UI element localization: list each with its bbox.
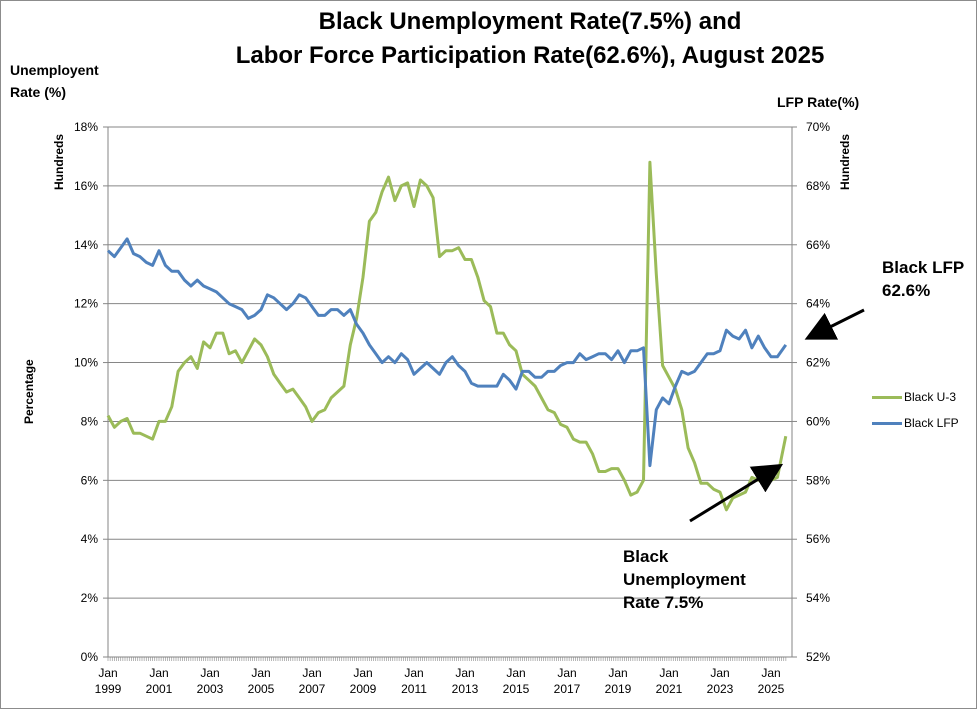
- arrow-unemployment: [689, 463, 784, 523]
- x-tick-month: Jan: [761, 666, 780, 680]
- left-tick-label: 16%: [74, 179, 98, 193]
- chart-title-line1: Black Unemployment Rate(7.5%) and: [318, 8, 742, 35]
- right-tick-label: 60%: [806, 414, 830, 428]
- x-tick-year: 2025: [758, 682, 785, 696]
- x-tick-month: Jan: [506, 666, 525, 680]
- annotation-lfp: Black LFP 62.6%: [882, 256, 964, 302]
- x-tick-year: 1999: [95, 682, 122, 696]
- x-tick-month: Jan: [404, 666, 423, 680]
- right-axis-label: LFP Rate(%): [777, 94, 860, 110]
- x-tick-year: 2017: [554, 682, 581, 696]
- legend-label-lfp: Black LFP: [904, 416, 959, 430]
- x-tick-year: 2007: [299, 682, 326, 696]
- left-tick-label: 6%: [81, 473, 99, 487]
- annotation-unemp-line1: Black: [623, 547, 669, 566]
- x-tick-month: Jan: [200, 666, 219, 680]
- x-tick-year: 2013: [452, 682, 479, 696]
- left-tick-label: 8%: [81, 414, 99, 428]
- left-tick-label: 0%: [81, 650, 99, 664]
- series-line-black-u3: [106, 160, 788, 512]
- x-tick-year: 2009: [350, 682, 377, 696]
- legend: Black U-3 Black LFP: [872, 384, 959, 436]
- x-tick-year: 2021: [656, 682, 683, 696]
- right-tick-label: 70%: [806, 120, 830, 134]
- left-tick-label: 12%: [74, 297, 98, 311]
- x-tick-month: Jan: [659, 666, 678, 680]
- arrow-lfp: [804, 308, 865, 340]
- left-tick-label: 2%: [81, 591, 99, 605]
- right-tick-label: 62%: [806, 356, 830, 370]
- left-tick-label: 4%: [81, 532, 99, 546]
- x-tick-year: 2019: [605, 682, 632, 696]
- x-tick-year: 2005: [248, 682, 275, 696]
- legend-item-lfp: Black LFP: [872, 410, 959, 436]
- right-tick-label: 56%: [806, 532, 830, 546]
- left-tick-label: 10%: [74, 356, 98, 370]
- x-tick-year: 2015: [503, 682, 530, 696]
- x-tick-month: Jan: [557, 666, 576, 680]
- x-tick-year: 2011: [401, 682, 427, 696]
- x-tick-month: Jan: [710, 666, 729, 680]
- x-tick-month: Jan: [455, 666, 474, 680]
- right-tick-label: 64%: [806, 297, 830, 311]
- annotation-unemployment: Black Unemployment Rate 7.5%: [623, 545, 746, 614]
- x-tick-month: Jan: [98, 666, 117, 680]
- x-tick-month: Jan: [149, 666, 168, 680]
- chart-title-line2: Labor Force Participation Rate(62.6%), A…: [235, 42, 825, 69]
- right-tick-label: 58%: [806, 473, 830, 487]
- left-axis-label-line2: Rate (%): [10, 84, 67, 100]
- legend-label-u3: Black U-3: [904, 390, 957, 404]
- x-tick-year: 2003: [197, 682, 224, 696]
- x-tick-month: Jan: [302, 666, 321, 680]
- x-tick-month: Jan: [251, 666, 270, 680]
- legend-swatch-lfp: [872, 421, 902, 425]
- annotation-lfp-line2: 62.6%: [882, 281, 931, 300]
- annotation-unemp-line2: Unemployment: [623, 570, 746, 589]
- x-tick-year: 2023: [707, 682, 734, 696]
- annotation-lfp-line1: Black LFP: [882, 258, 965, 277]
- right-tick-label: 54%: [806, 591, 830, 605]
- series-line-black-lfp: [106, 237, 788, 468]
- x-tick-year: 2001: [146, 682, 173, 696]
- right-tick-label: 68%: [806, 179, 830, 193]
- left-tick-label: 18%: [74, 120, 98, 134]
- right-tick-label: 52%: [806, 650, 830, 664]
- x-tick-month: Jan: [353, 666, 372, 680]
- legend-swatch-u3: [872, 395, 902, 399]
- legend-item-u3: Black U-3: [872, 384, 959, 410]
- left-tick-label: 14%: [74, 238, 98, 252]
- right-tick-label: 66%: [806, 238, 830, 252]
- annotation-unemp-line3: Rate 7.5%: [623, 593, 704, 612]
- x-tick-month: Jan: [608, 666, 627, 680]
- left-axis-label-line1: Unemployent: [10, 62, 99, 78]
